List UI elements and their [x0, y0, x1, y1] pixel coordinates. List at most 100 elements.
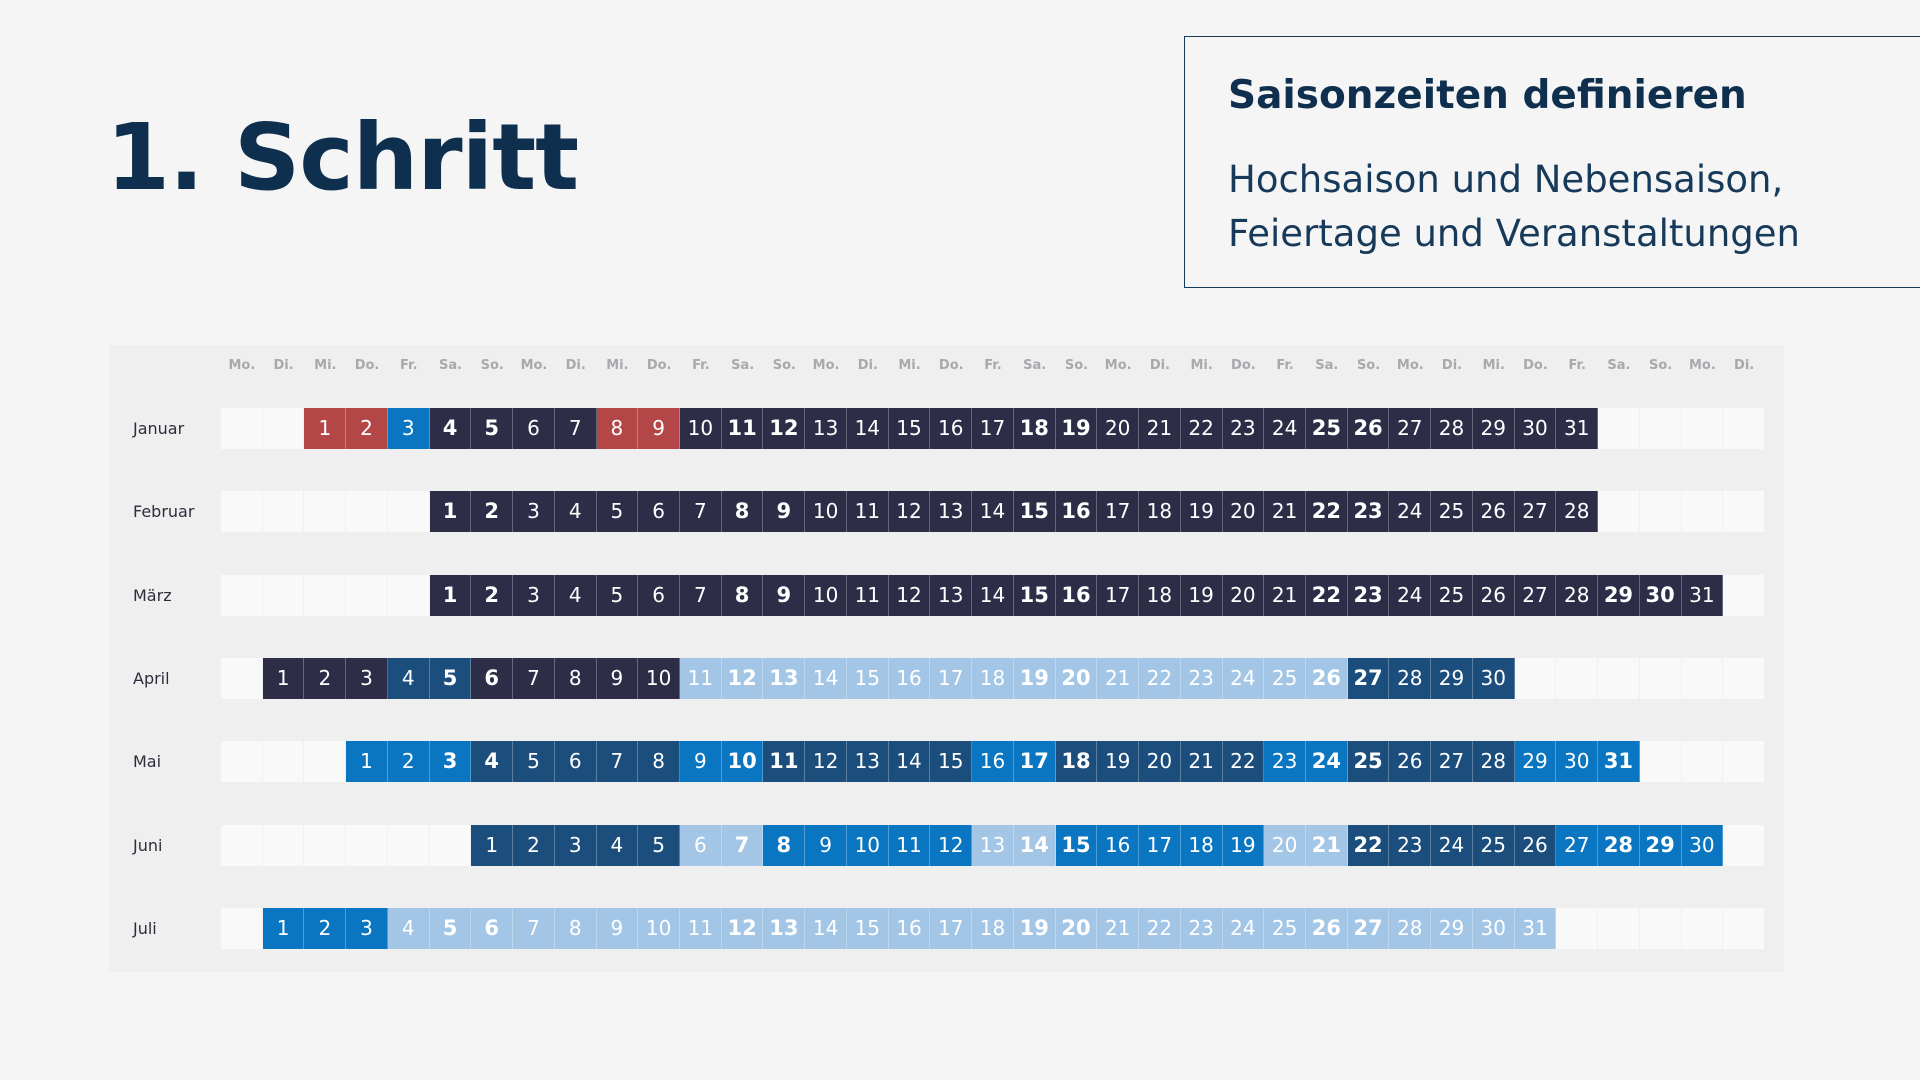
day-cell[interactable]: 31 [1681, 574, 1724, 616]
day-cell[interactable]: 21 [1139, 408, 1181, 449]
day-cell[interactable]: 15 [1055, 824, 1098, 866]
day-cell[interactable]: 9 [596, 657, 639, 699]
day-cell[interactable]: 19 [1222, 824, 1265, 866]
day-cell[interactable]: 8 [638, 741, 681, 783]
day-cell[interactable]: 12 [805, 741, 847, 783]
day-cell[interactable]: 24 [1305, 741, 1348, 783]
day-cell[interactable]: 7 [554, 408, 597, 449]
day-cell[interactable]: 29 [1431, 657, 1473, 699]
day-cell[interactable]: 20 [1264, 824, 1306, 866]
day-cell[interactable]: 4 [554, 491, 597, 533]
day-cell[interactable]: 25 [1264, 907, 1306, 949]
day-cell[interactable]: 10 [638, 657, 681, 699]
day-cell[interactable]: 10 [846, 824, 889, 866]
day-cell[interactable]: 6 [513, 408, 555, 449]
day-cell[interactable]: 20 [1222, 574, 1265, 616]
day-cell[interactable]: 8 [721, 574, 764, 616]
day-cell[interactable]: 7 [513, 907, 555, 949]
day-cell[interactable]: 6 [471, 907, 514, 949]
day-cell[interactable]: 13 [972, 824, 1014, 866]
day-cell[interactable]: 21 [1097, 907, 1140, 949]
day-cell[interactable]: 15 [1013, 574, 1056, 616]
day-cell[interactable]: 28 [1556, 574, 1599, 616]
day-cell[interactable]: 18 [1139, 491, 1181, 533]
day-cell[interactable]: 14 [972, 574, 1014, 616]
day-cell[interactable]: 4 [596, 824, 639, 866]
day-cell[interactable]: 28 [1389, 657, 1432, 699]
day-cell[interactable]: 3 [346, 907, 388, 949]
day-cell[interactable]: 8 [763, 824, 806, 866]
day-cell[interactable]: 7 [680, 491, 722, 533]
day-cell[interactable]: 26 [1389, 741, 1432, 783]
day-cell[interactable]: 4 [554, 574, 597, 616]
day-cell[interactable]: 16 [1097, 824, 1140, 866]
day-cell[interactable]: 24 [1264, 408, 1306, 449]
day-cell[interactable]: 1 [346, 741, 388, 783]
day-cell[interactable]: 18 [972, 657, 1014, 699]
day-cell[interactable]: 13 [846, 741, 889, 783]
day-cell[interactable]: 24 [1389, 491, 1432, 533]
day-cell[interactable]: 9 [763, 491, 806, 533]
day-cell[interactable]: 7 [596, 741, 639, 783]
day-cell[interactable]: 7 [721, 824, 764, 866]
day-cell[interactable]: 23 [1389, 824, 1432, 866]
day-cell[interactable]: 10 [680, 408, 722, 449]
day-cell[interactable]: 9 [680, 741, 722, 783]
day-cell[interactable]: 22 [1222, 741, 1265, 783]
day-cell[interactable]: 18 [1055, 741, 1098, 783]
day-cell[interactable]: 17 [930, 657, 973, 699]
day-cell[interactable]: 14 [972, 491, 1014, 533]
day-cell[interactable]: 2 [346, 408, 388, 449]
day-cell[interactable]: 27 [1514, 574, 1557, 616]
day-cell[interactable]: 3 [346, 657, 388, 699]
day-cell[interactable]: 15 [846, 657, 889, 699]
day-cell[interactable]: 5 [596, 574, 639, 616]
day-cell[interactable]: 24 [1389, 574, 1432, 616]
day-cell[interactable]: 11 [721, 408, 764, 449]
day-cell[interactable]: 24 [1222, 657, 1265, 699]
day-cell[interactable]: 20 [1097, 408, 1140, 449]
day-cell[interactable]: 1 [262, 907, 305, 949]
day-cell[interactable]: 19 [1013, 907, 1056, 949]
day-cell[interactable]: 22 [1347, 824, 1390, 866]
day-cell[interactable]: 12 [888, 491, 931, 533]
day-cell[interactable]: 16 [888, 657, 931, 699]
day-cell[interactable]: 4 [429, 408, 472, 449]
day-cell[interactable]: 21 [1264, 491, 1306, 533]
day-cell[interactable]: 12 [721, 907, 764, 949]
day-cell[interactable]: 20 [1055, 657, 1098, 699]
day-cell[interactable]: 10 [721, 741, 764, 783]
day-cell[interactable]: 27 [1556, 824, 1599, 866]
day-cell[interactable]: 19 [1055, 408, 1098, 449]
day-cell[interactable]: 12 [888, 574, 931, 616]
day-cell[interactable]: 2 [471, 491, 514, 533]
day-cell[interactable]: 19 [1180, 574, 1223, 616]
day-cell[interactable]: 4 [387, 907, 430, 949]
day-cell[interactable]: 29 [1598, 574, 1640, 616]
day-cell[interactable]: 3 [387, 408, 430, 449]
day-cell[interactable]: 8 [554, 907, 597, 949]
day-cell[interactable]: 3 [554, 824, 597, 866]
day-cell[interactable]: 10 [805, 491, 847, 533]
day-cell[interactable]: 1 [262, 657, 305, 699]
day-cell[interactable]: 11 [763, 741, 806, 783]
day-cell[interactable]: 14 [1013, 824, 1056, 866]
day-cell[interactable]: 1 [304, 408, 347, 449]
day-cell[interactable]: 2 [304, 657, 347, 699]
day-cell[interactable]: 27 [1389, 408, 1432, 449]
day-cell[interactable]: 14 [888, 741, 931, 783]
day-cell[interactable]: 4 [471, 741, 514, 783]
day-cell[interactable]: 31 [1598, 741, 1640, 783]
day-cell[interactable]: 16 [930, 408, 973, 449]
day-cell[interactable]: 29 [1514, 741, 1557, 783]
day-cell[interactable]: 19 [1013, 657, 1056, 699]
day-cell[interactable]: 5 [471, 408, 514, 449]
day-cell[interactable]: 17 [1097, 574, 1140, 616]
day-cell[interactable]: 23 [1180, 907, 1223, 949]
day-cell[interactable]: 22 [1180, 408, 1223, 449]
day-cell[interactable]: 27 [1514, 491, 1557, 533]
day-cell[interactable]: 28 [1431, 408, 1473, 449]
day-cell[interactable]: 20 [1139, 741, 1181, 783]
day-cell[interactable]: 22 [1305, 491, 1348, 533]
day-cell[interactable]: 1 [471, 824, 514, 866]
